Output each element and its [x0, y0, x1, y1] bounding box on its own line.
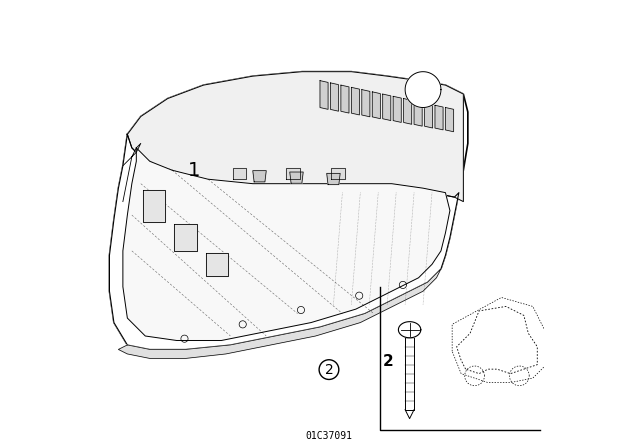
Polygon shape [123, 148, 450, 340]
Polygon shape [233, 168, 246, 179]
Polygon shape [320, 81, 328, 109]
Polygon shape [332, 168, 345, 179]
Polygon shape [351, 87, 360, 115]
Polygon shape [206, 253, 228, 276]
Polygon shape [253, 171, 266, 182]
Polygon shape [372, 92, 380, 119]
Polygon shape [287, 168, 300, 179]
Polygon shape [327, 173, 340, 185]
Polygon shape [143, 190, 165, 222]
Polygon shape [405, 72, 441, 108]
Polygon shape [399, 322, 421, 338]
Polygon shape [341, 85, 349, 113]
Polygon shape [405, 338, 414, 409]
Text: 1: 1 [188, 161, 201, 180]
Polygon shape [109, 72, 468, 349]
Text: 01C37091: 01C37091 [305, 431, 353, 441]
Polygon shape [414, 101, 422, 126]
Polygon shape [175, 224, 197, 251]
Polygon shape [424, 103, 433, 128]
Polygon shape [457, 306, 538, 374]
Polygon shape [362, 90, 370, 117]
Polygon shape [109, 134, 459, 349]
Polygon shape [393, 96, 401, 122]
Polygon shape [118, 269, 441, 358]
Polygon shape [404, 99, 412, 124]
Polygon shape [435, 105, 443, 130]
Polygon shape [127, 72, 463, 202]
Polygon shape [330, 83, 339, 111]
Polygon shape [290, 172, 303, 183]
Text: 2: 2 [324, 362, 333, 377]
Polygon shape [445, 108, 454, 132]
Text: 2: 2 [383, 354, 394, 369]
Polygon shape [383, 94, 391, 121]
